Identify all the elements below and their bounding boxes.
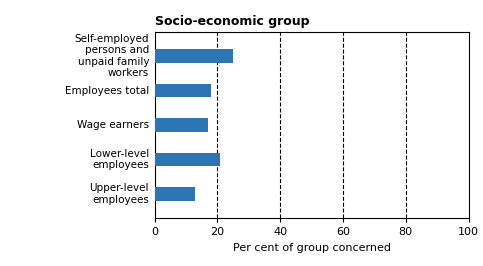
Bar — [155, 153, 221, 167]
X-axis label: Per cent of group concerned: Per cent of group concerned — [232, 243, 391, 253]
Bar — [155, 187, 195, 201]
Bar — [155, 118, 208, 132]
Text: Socio-economic group: Socio-economic group — [155, 15, 309, 28]
Bar — [155, 84, 211, 97]
Bar — [155, 49, 233, 63]
